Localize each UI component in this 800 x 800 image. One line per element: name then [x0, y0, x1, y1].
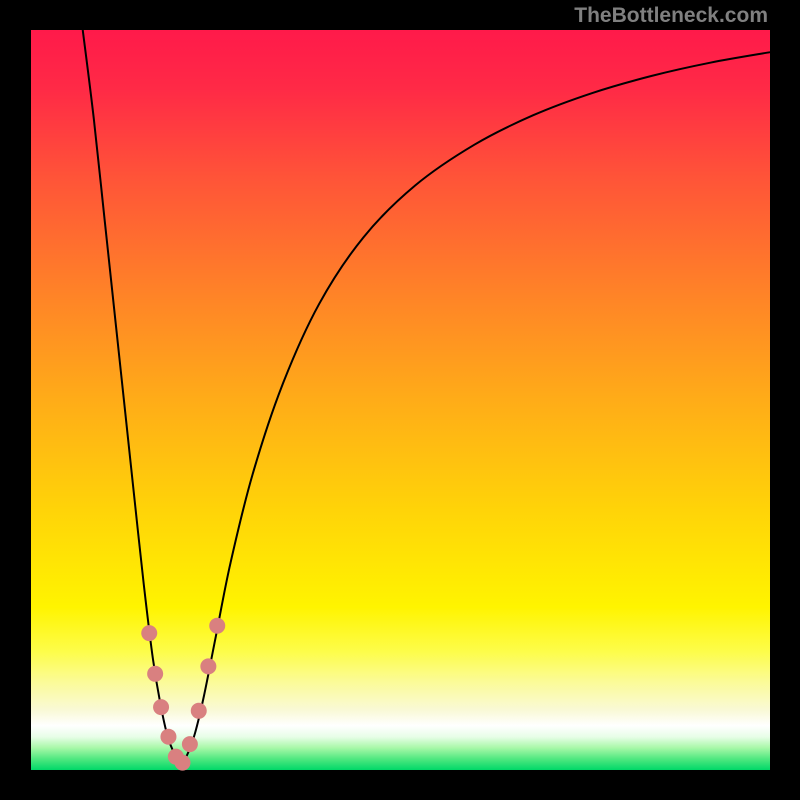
plot-background	[31, 30, 770, 770]
watermark-text: TheBottleneck.com	[574, 4, 768, 28]
chart-container: TheBottleneck.com	[0, 0, 800, 800]
data-marker	[191, 703, 207, 719]
data-marker	[175, 755, 191, 771]
data-marker	[147, 666, 163, 682]
data-marker	[209, 618, 225, 634]
data-marker	[182, 736, 198, 752]
chart-svg	[0, 0, 800, 800]
data-marker	[141, 625, 157, 641]
data-marker	[200, 658, 216, 674]
data-marker	[153, 699, 169, 715]
data-marker	[160, 729, 176, 745]
